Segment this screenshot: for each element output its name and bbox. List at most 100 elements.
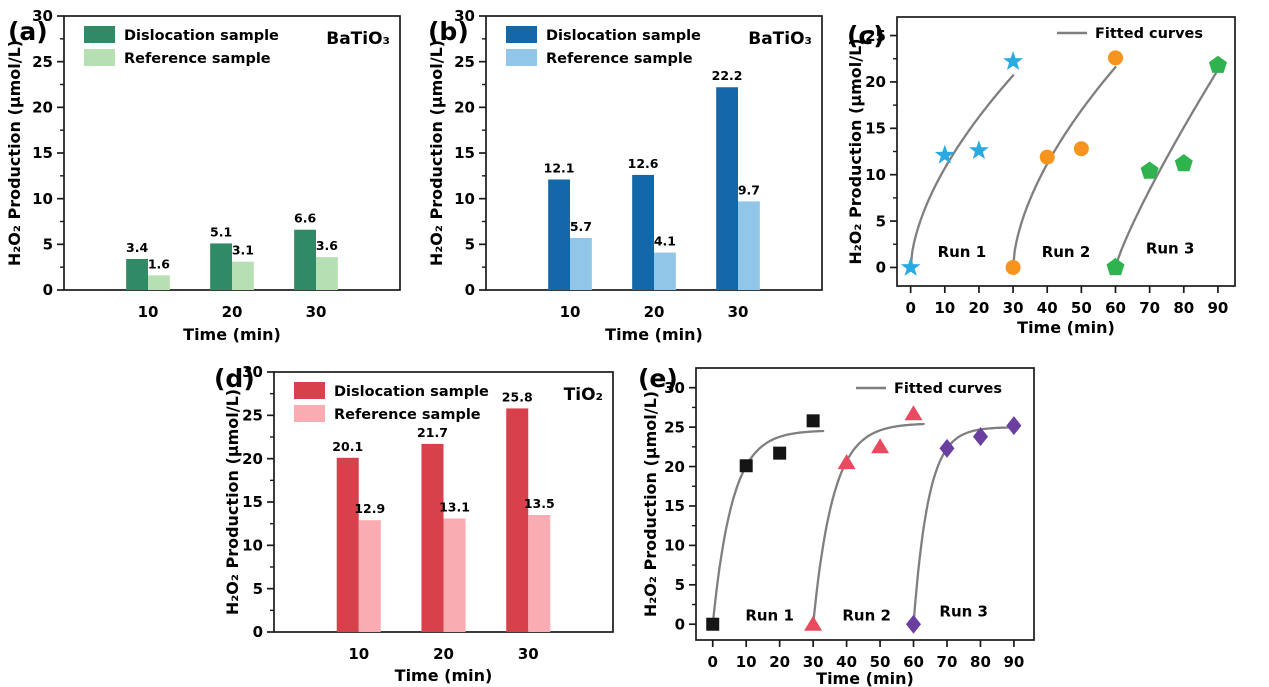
- y-tick-label: 30: [664, 379, 685, 397]
- y-tick-label: 0: [876, 259, 886, 277]
- bar-value-label: 3.1: [232, 243, 254, 258]
- x-tick-label: 20: [222, 303, 243, 321]
- reference-bar: [232, 261, 254, 290]
- y-tick-label: 20: [454, 99, 475, 117]
- x-tick-label: 90: [1003, 653, 1024, 671]
- x-tick-label: 20: [769, 653, 790, 671]
- dislocation-bar: [716, 87, 738, 291]
- y-tick-label: 25: [32, 53, 53, 71]
- diamond-marker: [973, 427, 988, 447]
- legend-swatch: [294, 382, 325, 399]
- pentagon-marker: [1106, 257, 1125, 276]
- y-tick-label: 0: [253, 623, 263, 641]
- star-marker: [1003, 51, 1024, 70]
- y-axis-title: H₂O₂ Production (μmol/L): [5, 40, 24, 266]
- y-tick-label: 5: [253, 580, 263, 598]
- y-axis: 0 5 10 15 20 25 30: [242, 363, 274, 641]
- y-axis-title: H₂O₂ Production (μmol/L): [641, 391, 660, 617]
- star-marker: [934, 144, 955, 164]
- x-tick-label: 20: [644, 303, 665, 321]
- series-run-3: Run 3: [1106, 55, 1227, 276]
- panel-c-scatter-chart: (c) 0 5 10 15 20 25 0 10 20 30 40 50 60 70 80 90 Time (mi…: [846, 16, 1236, 337]
- x-axis: 0 10 20 30 40 50 60 70 80 90: [708, 640, 1024, 671]
- dislocation-bar: [421, 443, 444, 632]
- triangle-marker: [904, 405, 923, 421]
- square-marker: [739, 459, 753, 473]
- y-tick-label: 20: [242, 450, 263, 468]
- x-tick-label: 90: [1207, 299, 1228, 317]
- diamond-marker: [939, 438, 955, 458]
- x-axis-title: Time (min): [183, 325, 281, 344]
- series-run-3: Run 3: [906, 416, 1022, 634]
- x-tick-label: 30: [803, 653, 824, 671]
- square-marker: [806, 414, 820, 428]
- x-tick-label: 30: [306, 303, 327, 321]
- square-marker: [706, 617, 720, 631]
- y-tick-label: 5: [43, 236, 53, 254]
- y-tick-label: 0: [675, 615, 685, 633]
- x-tick-label: 50: [1071, 299, 1092, 317]
- bar-value-label: 21.7: [417, 425, 448, 440]
- panel-letter: (e): [638, 364, 678, 393]
- y-tick-label: 10: [865, 166, 886, 184]
- y-axis-title: H₂O₂ Production (μmol/L): [846, 38, 865, 264]
- y-tick-label: 0: [43, 281, 53, 299]
- y-tick-label: 20: [865, 73, 886, 91]
- reference-bar: [654, 252, 676, 290]
- diamond-marker: [906, 614, 921, 634]
- x-tick-label: 20: [433, 645, 454, 663]
- y-tick-label: 10: [454, 190, 475, 208]
- fitted-curve: [912, 426, 1016, 626]
- bar-value-label: 12.1: [544, 160, 575, 175]
- y-tick-label: 15: [454, 144, 475, 162]
- y-tick-label: 30: [454, 7, 475, 25]
- legend-label: Dislocation sample: [124, 28, 279, 44]
- y-tick-label: 5: [876, 212, 886, 230]
- legend: Fitted curves: [1057, 26, 1203, 42]
- triangle-marker: [837, 454, 856, 470]
- panel-letter: (b): [428, 17, 469, 46]
- x-tick-label: 40: [1037, 299, 1058, 317]
- run-label: Run 2: [1042, 243, 1091, 261]
- star-marker: [969, 140, 989, 160]
- bar-value-label: 13.5: [524, 496, 555, 511]
- legend-label: Reference sample: [334, 407, 481, 423]
- dislocation-bar: [126, 258, 148, 290]
- panel-e-scatter-chart: (e) 0 5 10 15 20 25 30 0 10 20 30 40 50 60 70 80 90 Time (…: [638, 364, 1035, 687]
- plot-frame: [695, 367, 1035, 641]
- reference-bar: [316, 257, 338, 290]
- bar-value-label: 6.6: [294, 211, 316, 226]
- y-axis: 0 5 10 15 20 25 30: [664, 379, 696, 633]
- y-tick-label: 5: [465, 236, 475, 254]
- x-tick-label: 10: [736, 653, 757, 671]
- legend-label: Fitted curves: [1095, 26, 1203, 42]
- legend: Dislocation sample Reference sample: [506, 26, 701, 67]
- series-run-1: Run 1: [706, 414, 820, 631]
- bar-value-label: 20.1: [332, 439, 363, 454]
- circle-marker: [1005, 259, 1021, 275]
- legend: Fitted curves: [856, 381, 1002, 397]
- legend-label: Reference sample: [124, 51, 271, 67]
- run-label: Run 3: [1146, 240, 1195, 258]
- y-axis-title: H₂O₂ Production (μmol/L): [223, 389, 242, 615]
- x-tick-label: 30: [728, 303, 749, 321]
- bar-value-label: 1.6: [148, 256, 170, 271]
- reference-bar: [148, 275, 170, 290]
- bar-value-label: 4.1: [654, 234, 676, 249]
- y-tick-label: 15: [32, 144, 53, 162]
- pentagon-marker: [1208, 55, 1227, 73]
- fitted-curves: [909, 65, 1220, 269]
- legend-swatch: [506, 26, 537, 43]
- panel-d-bar-chart: (d) 0 5 10 15 20 25 30 10 20 30 Time (min) H₂O₂ Prod…: [214, 363, 614, 685]
- bars-group: 20.1 12.9 21.7 13.1 25.8 13.5: [332, 389, 555, 632]
- square-marker: [773, 446, 787, 460]
- triangle-marker: [804, 615, 823, 631]
- dislocation-bar: [294, 229, 316, 290]
- x-axis: 10 20 30: [138, 303, 327, 321]
- fitted-curve: [811, 422, 925, 626]
- y-tick-label: 10: [32, 190, 53, 208]
- x-axis-title: Time (min): [605, 325, 703, 344]
- x-axis: 0 10 20 30 40 50 60 70 80 90: [905, 286, 1228, 317]
- y-tick-label: 10: [242, 537, 263, 555]
